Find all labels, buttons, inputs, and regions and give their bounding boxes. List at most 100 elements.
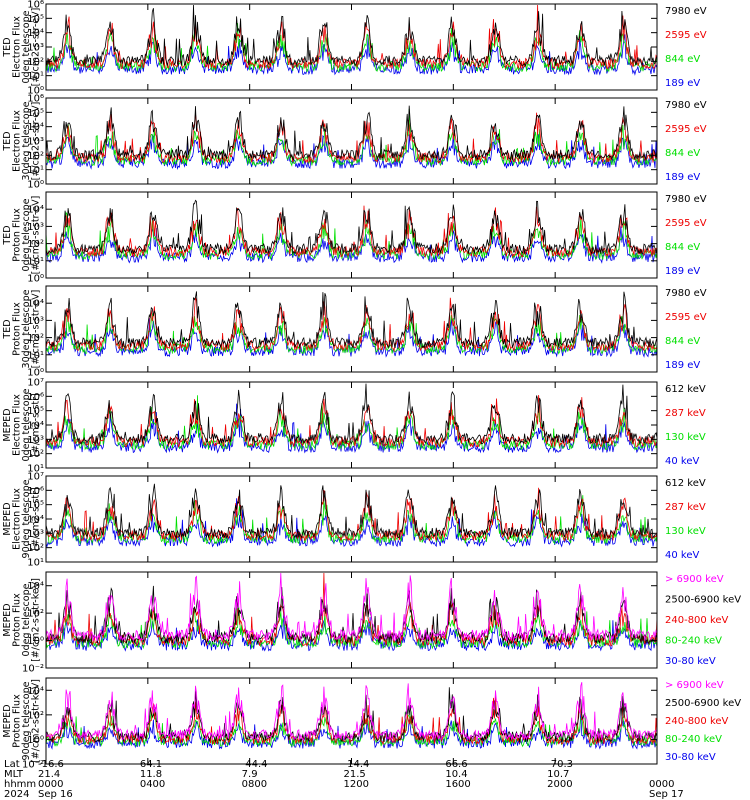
series-trace-5 xyxy=(45,711,658,750)
legend-entry: > 6900 keV xyxy=(665,574,724,585)
series-trace-4 xyxy=(45,317,658,358)
y-tick-label: 10¹ xyxy=(27,165,44,176)
series-trace-1 xyxy=(45,383,658,446)
x-tick-hhmm: 0000 xyxy=(38,779,63,790)
x-tick-lat: 66.6 xyxy=(445,759,467,770)
x-tick-lat: -70.3 xyxy=(547,759,573,770)
y-tick-label: 10¹ xyxy=(27,558,44,569)
legend-entry: 2595 eV xyxy=(665,312,707,323)
x-row-label: 2024 xyxy=(4,789,29,800)
panel-frame xyxy=(45,381,658,469)
y-tick-label: 10⁵ xyxy=(27,500,44,511)
panel-frame xyxy=(45,475,658,563)
y-axis-label: Proton Flux xyxy=(12,694,23,748)
legend-entry: 2595 eV xyxy=(665,124,707,135)
y-tick-label: 10⁶ xyxy=(27,0,44,11)
legend-entry: 612 keV xyxy=(665,478,706,489)
series-trace-4 xyxy=(45,498,658,548)
legend-entry: 130 keV xyxy=(665,526,706,537)
y-tick-label: 10⁻² xyxy=(22,664,44,675)
y-tick-label: 10⁴ xyxy=(27,299,44,310)
y-axis-label: MEPED xyxy=(2,408,13,441)
y-axis-label: 0deg telescope xyxy=(21,198,32,271)
series-trace-1 xyxy=(45,572,658,643)
legend-entry: 7980 eV xyxy=(665,100,707,111)
y-tick-label: 10⁰ xyxy=(27,368,44,379)
y-tick-label: 10² xyxy=(27,57,44,68)
series-trace-2 xyxy=(45,395,658,449)
y-axis-label: [#/cm2-s-str-eV] xyxy=(31,8,42,87)
legend-entry: 189 eV xyxy=(665,266,700,277)
y-tick-label: 10³ xyxy=(27,435,44,446)
y-tick-label: 10⁴ xyxy=(27,28,44,39)
x-tick-hhmm: 0000 xyxy=(649,779,674,790)
y-axis-label: 90deg telescope xyxy=(21,479,32,558)
x-tick-hhmm: 1600 xyxy=(445,779,470,790)
legend-entry: 30-80 keV xyxy=(665,656,716,667)
y-tick-label: 10³ xyxy=(27,137,44,148)
y-tick-label: 10² xyxy=(27,333,44,344)
y-axis-label: TED xyxy=(2,225,13,245)
series-trace-1 xyxy=(45,483,658,540)
y-axis-label: MEPED xyxy=(2,704,13,737)
y-tick-label: 10⁰ xyxy=(27,274,44,285)
legend-entry: 2595 eV xyxy=(665,30,707,41)
y-tick-label: 10³ xyxy=(27,316,44,327)
x-tick-mlt: 21.4 xyxy=(38,769,60,780)
series-trace-4 xyxy=(45,403,658,454)
y-axis-label: 0deg telescope xyxy=(21,583,32,656)
y-axis-label: [#/cm2-s-str-keV] xyxy=(31,679,42,763)
legend-entry: 844 eV xyxy=(665,148,700,159)
y-axis-label: MEPED xyxy=(2,502,13,535)
y-axis-label: 30deg telescope xyxy=(21,101,32,180)
panel-frame xyxy=(45,285,658,373)
y-axis-label: [#/cm2-s-str-eV] xyxy=(31,102,42,181)
y-tick-label: 10⁶ xyxy=(27,486,44,497)
panel-frame xyxy=(45,3,658,91)
y-axis-label: Proton Flux xyxy=(12,302,23,356)
x-row-label: hhmm xyxy=(4,779,36,790)
y-axis-label: MEPED xyxy=(2,603,13,636)
legend-entry: 240-800 keV xyxy=(665,716,729,727)
y-axis-label: 0deg telescope xyxy=(21,10,32,83)
series-trace-2 xyxy=(45,487,658,542)
y-tick-label: 10² xyxy=(27,710,44,721)
legend-entry: 612 keV xyxy=(665,384,706,395)
y-tick-label: 10¹ xyxy=(27,71,44,82)
y-tick-label: 10⁴ xyxy=(27,515,44,526)
x-tick-lat: -14.4 xyxy=(344,759,370,770)
y-axis-label: Proton Flux xyxy=(12,593,23,647)
y-tick-label: 10⁷ xyxy=(27,378,44,389)
series-trace-1 xyxy=(45,105,658,161)
x-tick-mlt: 10.4 xyxy=(445,769,467,780)
legend-entry: 40 keV xyxy=(665,550,699,561)
legend-entry: 7980 eV xyxy=(665,194,707,205)
y-tick-label: 10⁰ xyxy=(27,180,44,191)
x-tick-hhmm: 2000 xyxy=(547,779,572,790)
legend-entry: 2595 eV xyxy=(665,218,707,229)
y-axis-label: TED xyxy=(2,37,13,57)
y-tick-label: 10² xyxy=(27,609,44,620)
y-tick-label: 10³ xyxy=(27,529,44,540)
series-trace-1 xyxy=(45,291,658,349)
legend-entry: 80-240 keV xyxy=(665,636,722,647)
y-axis-label: [#/cm2-s-str-keV] xyxy=(31,578,42,662)
y-tick-label: 10⁷ xyxy=(27,472,44,483)
x-tick-mlt: 11.8 xyxy=(140,769,162,780)
y-tick-label: 10⁻² xyxy=(22,760,44,771)
y-axis-label: Electron Flux xyxy=(12,488,23,550)
y-tick-label: 10⁴ xyxy=(27,686,44,697)
x-tick-date: Sep 16 xyxy=(38,789,73,800)
y-tick-label: 10⁴ xyxy=(27,421,44,432)
y-axis-label: 0deg telescope xyxy=(21,388,32,461)
y-tick-label: 10⁵ xyxy=(27,108,44,119)
y-axis-label: Electron Flux xyxy=(12,16,23,78)
y-axis-label: Electron Flux xyxy=(12,394,23,456)
x-row-label: MLT xyxy=(4,769,24,780)
